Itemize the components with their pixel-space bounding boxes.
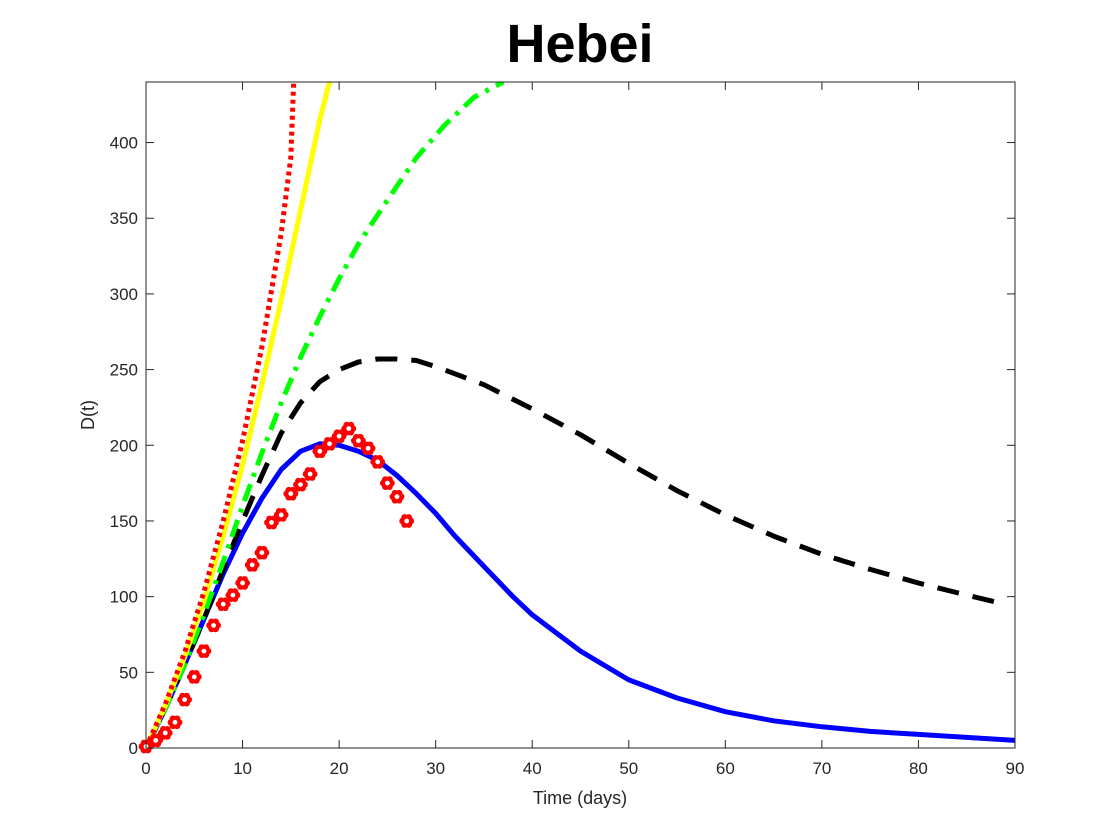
tick-marks xyxy=(145,82,1016,749)
series-line-2 xyxy=(146,356,1006,748)
data-point xyxy=(389,489,405,504)
x-tick-label: 50 xyxy=(619,759,638,778)
data-point xyxy=(293,477,308,492)
data-point xyxy=(312,444,328,459)
data-point xyxy=(360,441,376,456)
y-axis-label: D(t) xyxy=(78,400,98,430)
series-layer xyxy=(146,82,1015,748)
y-tick-label: 0 xyxy=(129,739,138,758)
chart-title: Hebei xyxy=(506,14,653,74)
data-point xyxy=(244,558,260,572)
data-point xyxy=(235,576,250,590)
data-point xyxy=(157,726,173,740)
y-tick-label: 50 xyxy=(119,663,138,682)
y-tick-label: 200 xyxy=(110,436,138,455)
data-point xyxy=(225,588,241,602)
series-line-5 xyxy=(146,82,297,748)
x-tick-label: 30 xyxy=(426,759,445,778)
data-point xyxy=(370,455,386,469)
y-tick-label: 100 xyxy=(110,588,138,607)
data-point xyxy=(167,715,183,730)
data-point xyxy=(196,644,212,658)
y-tick-label: 250 xyxy=(110,361,138,380)
data-point xyxy=(254,545,270,560)
data-point xyxy=(302,467,318,481)
data-point xyxy=(283,486,299,501)
series-line-4 xyxy=(146,82,332,748)
data-point xyxy=(177,692,192,707)
x-tick-label: 60 xyxy=(716,759,735,778)
y-tick-label: 150 xyxy=(110,512,138,531)
x-tick-label: 0 xyxy=(141,759,150,778)
data-point xyxy=(380,476,395,490)
tick-labels: 0 10 20 30 40 50 60 70 80 90 0 50 100 150 200 250 300 350… xyxy=(110,134,1025,778)
data-point xyxy=(322,436,337,451)
x-axis-label: Time (days) xyxy=(533,788,627,808)
x-tick-label: 80 xyxy=(909,759,928,778)
y-tick-label: 350 xyxy=(110,209,138,228)
series-line-3 xyxy=(146,82,505,748)
series-line-1 xyxy=(146,441,1015,748)
data-point xyxy=(341,421,357,436)
y-tick-label: 300 xyxy=(110,285,138,304)
y-tick-label: 400 xyxy=(110,134,138,153)
data-point xyxy=(273,508,289,522)
plot-frame xyxy=(145,81,1016,749)
x-tick-label: 10 xyxy=(233,759,252,778)
data-point xyxy=(186,670,202,684)
x-tick-label: 70 xyxy=(812,759,831,778)
data-point xyxy=(206,618,221,633)
x-tick-label: 90 xyxy=(1006,759,1025,778)
data-point xyxy=(215,597,231,612)
marker-layer xyxy=(138,421,415,754)
x-tick-label: 20 xyxy=(330,759,349,778)
x-tick-label: 40 xyxy=(523,759,542,778)
data-point xyxy=(399,514,415,528)
